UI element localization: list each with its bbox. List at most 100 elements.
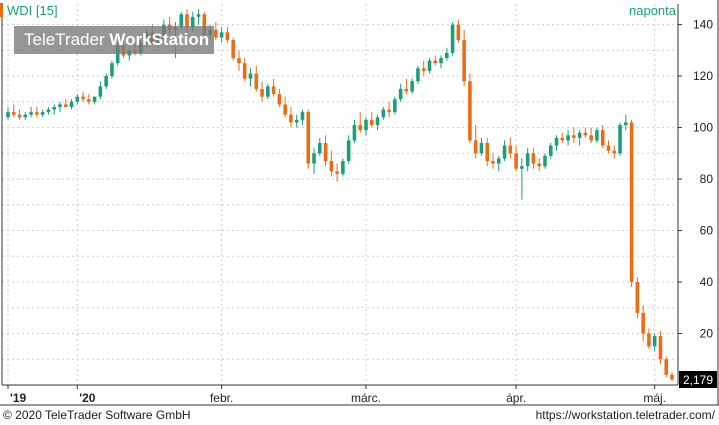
candle-body bbox=[214, 29, 218, 38]
candle-body bbox=[595, 130, 599, 141]
candle-body bbox=[63, 104, 68, 107]
symbol-label: WDI [15] bbox=[7, 3, 58, 18]
candle-body bbox=[318, 143, 322, 154]
watermark-logo: TeleTrader WorkStation bbox=[14, 26, 214, 54]
candle-body bbox=[335, 171, 339, 174]
candle-body bbox=[548, 145, 553, 156]
candle-body bbox=[508, 145, 513, 154]
candle-body bbox=[473, 140, 478, 154]
candle-body bbox=[589, 135, 593, 141]
candle-body bbox=[248, 73, 253, 79]
candle-body bbox=[35, 112, 39, 115]
candle-body bbox=[652, 336, 657, 347]
candle-body bbox=[566, 135, 570, 141]
candle-body bbox=[468, 81, 472, 141]
x-tick-label: ápr. bbox=[506, 391, 526, 405]
candle-body bbox=[670, 374, 674, 380]
candle-body bbox=[58, 104, 62, 107]
candle-body bbox=[658, 336, 663, 360]
candle-body bbox=[624, 122, 628, 125]
candle-body bbox=[237, 58, 241, 64]
y-tick-label: 60 bbox=[700, 224, 714, 238]
candle-body bbox=[560, 137, 565, 141]
candle-body bbox=[110, 63, 114, 77]
candle-body bbox=[323, 143, 328, 162]
candle-body bbox=[185, 14, 189, 28]
candle-body bbox=[618, 124, 622, 154]
candle-body bbox=[600, 130, 605, 146]
candle-body bbox=[352, 124, 357, 141]
candle-body bbox=[496, 158, 501, 164]
candle-body bbox=[491, 161, 495, 164]
candle-body bbox=[283, 104, 287, 115]
candle-body bbox=[358, 124, 362, 131]
candle-body bbox=[410, 81, 414, 92]
candle-body bbox=[271, 86, 276, 95]
candle-body bbox=[421, 68, 426, 71]
y-tick-label: 120 bbox=[693, 69, 713, 83]
candle-body bbox=[190, 16, 195, 28]
candle-body bbox=[520, 166, 524, 169]
watermark-brand: TeleTrader bbox=[24, 30, 105, 49]
candle-body bbox=[29, 112, 33, 115]
x-tick-label: máj. bbox=[643, 391, 666, 405]
symbol-color-marker bbox=[0, 3, 3, 17]
x-tick-label: '20 bbox=[79, 391, 96, 405]
candle-body bbox=[260, 88, 264, 97]
candle-body bbox=[439, 58, 443, 64]
candle-body bbox=[17, 114, 22, 118]
candle-body bbox=[52, 106, 56, 110]
last-price-badge bbox=[679, 371, 717, 388]
candle-body bbox=[341, 161, 345, 174]
candle-body bbox=[46, 109, 51, 113]
x-tick-label: márc. bbox=[351, 391, 381, 405]
candle-body bbox=[254, 73, 259, 89]
x-tick-label: febr. bbox=[210, 391, 233, 405]
candle-body bbox=[612, 150, 617, 154]
copyright-text: © 2020 TeleTrader Software GmbH bbox=[3, 408, 191, 422]
candle-body bbox=[219, 32, 224, 38]
candle-body bbox=[664, 359, 669, 375]
candle-body bbox=[196, 14, 201, 17]
candle-body bbox=[583, 132, 588, 136]
labels: 20 40 60 80 100 120 140 '19 '20 febr. márc. ápr. máj… bbox=[0, 3, 717, 405]
candle-body bbox=[479, 143, 484, 154]
grid bbox=[2, 4, 678, 385]
candle-body bbox=[312, 153, 316, 164]
candle-body bbox=[577, 132, 582, 138]
candle-body bbox=[485, 143, 490, 162]
axes bbox=[0, 0, 719, 406]
candle-body bbox=[115, 45, 120, 64]
interval-label: naponta bbox=[629, 3, 677, 18]
candle-body bbox=[87, 99, 91, 102]
y-tick-label: 40 bbox=[700, 275, 714, 289]
candle-body bbox=[629, 122, 634, 283]
candle-body bbox=[375, 117, 380, 125]
candle-body bbox=[104, 76, 108, 87]
candle-body bbox=[346, 140, 351, 162]
watermark-product: WorkStation bbox=[109, 30, 210, 49]
candle-body bbox=[300, 112, 305, 120]
candle-body bbox=[40, 112, 45, 115]
candle-body bbox=[404, 88, 409, 92]
candle-body bbox=[364, 119, 368, 131]
candle-body bbox=[23, 114, 28, 118]
candle-body bbox=[69, 101, 74, 107]
candle-body bbox=[225, 32, 230, 41]
candle-body bbox=[537, 163, 541, 167]
candle-body bbox=[647, 333, 651, 347]
candle-body bbox=[398, 88, 403, 100]
candle-body bbox=[531, 153, 536, 164]
candle-body bbox=[416, 68, 420, 82]
y-tick-label: 100 bbox=[693, 121, 713, 135]
candle-body bbox=[369, 119, 374, 125]
source-url-link[interactable]: https://workstation.teletrader.com/ bbox=[535, 408, 715, 422]
candle-body bbox=[81, 96, 85, 100]
candle-body bbox=[381, 109, 386, 118]
candle-body bbox=[75, 96, 80, 102]
candle-body bbox=[606, 145, 611, 151]
candle-body bbox=[387, 109, 391, 113]
candle-body bbox=[306, 112, 311, 164]
